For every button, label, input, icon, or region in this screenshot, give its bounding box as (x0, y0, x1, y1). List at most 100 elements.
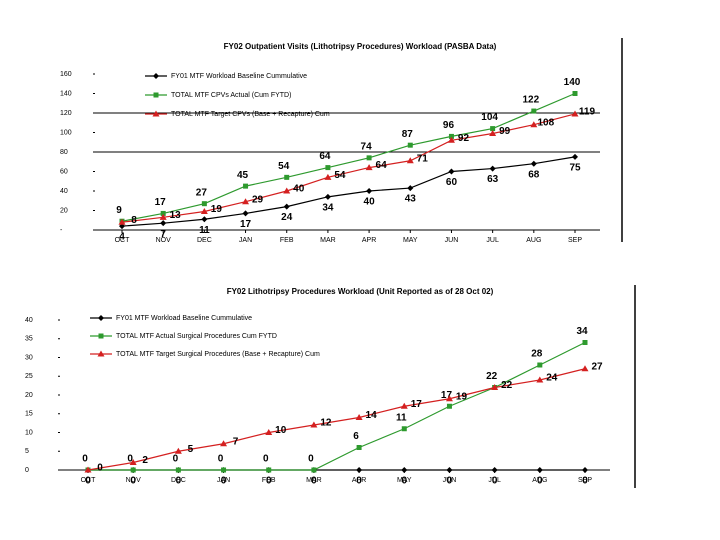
data-label: 22 (486, 371, 498, 382)
point (266, 467, 272, 473)
point (366, 155, 372, 161)
point (311, 467, 317, 473)
data-label: 0 (401, 476, 407, 487)
data-label: 4 (119, 232, 125, 243)
series-line (121, 156, 576, 227)
point (400, 402, 408, 409)
data-label: 0 (582, 476, 588, 487)
data-label: 99 (499, 126, 511, 137)
x-tick-label: MAY (397, 477, 412, 484)
data-label: 75 (569, 163, 581, 174)
point (97, 350, 105, 357)
data-label: 34 (576, 326, 588, 337)
point (571, 110, 579, 117)
data-label: 122 (522, 95, 539, 106)
point (98, 315, 104, 321)
data-label: 0 (263, 454, 269, 465)
x-tick-label: DEC (171, 477, 186, 484)
point (356, 445, 362, 450)
x-tick-label: MAY (403, 237, 418, 244)
data-label: 64 (376, 160, 388, 171)
data-label: 40 (293, 184, 305, 195)
point (401, 426, 407, 432)
point (489, 129, 497, 136)
y-tick-label: 20 (60, 207, 68, 214)
y-tick-label: 35 (25, 336, 33, 343)
point (201, 216, 208, 223)
data-label: 108 (537, 117, 554, 128)
data-label: 0 (266, 476, 272, 487)
data-label: 5 (188, 444, 194, 455)
point (445, 395, 453, 402)
point (175, 467, 181, 473)
data-label: 68 (528, 169, 540, 180)
data-label: 27 (591, 361, 603, 372)
point (118, 218, 126, 225)
point (265, 429, 273, 435)
point (153, 73, 159, 79)
data-label: 24 (546, 373, 558, 384)
point (407, 142, 413, 148)
point (448, 133, 454, 139)
data-label: 0 (356, 476, 362, 487)
data-label: 104 (481, 112, 498, 123)
y-tick-label: 15 (25, 411, 33, 418)
data-label: 7 (160, 229, 166, 240)
point (159, 213, 167, 220)
data-label: 0 (130, 476, 136, 487)
point (530, 160, 537, 167)
data-label: 0 (85, 476, 91, 487)
data-label: 19 (456, 391, 468, 402)
data-label: 0 (97, 463, 103, 474)
data-label: 140 (564, 77, 581, 88)
point (174, 447, 182, 454)
x-tick-label: DEC (197, 237, 212, 244)
data-label: 60 (446, 177, 458, 188)
x-tick-label: JUL (486, 237, 499, 244)
data-label: 43 (405, 194, 417, 205)
data-label: 0 (127, 454, 133, 465)
data-label: 74 (361, 141, 373, 152)
point (221, 467, 227, 473)
data-label: 17 (155, 197, 167, 208)
x-tick-label: MAR (320, 237, 336, 244)
point (284, 174, 290, 180)
data-label: 9 (116, 205, 122, 216)
data-label: 87 (402, 129, 414, 140)
data-label: 71 (417, 153, 429, 164)
x-tick-label: FEB (262, 477, 276, 484)
legend-label: FY01 MTF Workload Baseline Cummulative (116, 315, 252, 322)
point (283, 187, 291, 194)
chart-title: FY02 Outpatient Visits (Lithotripsy Proc… (224, 42, 497, 51)
point (283, 203, 290, 210)
point (84, 466, 92, 473)
data-label: 0 (447, 476, 453, 487)
data-label: 0 (311, 476, 317, 487)
data-label: 45 (237, 170, 249, 181)
y-tick-label: 100 (60, 129, 72, 136)
point (407, 185, 414, 192)
x-tick-label: OCT (81, 477, 97, 484)
y-tick-label: 0 (25, 467, 29, 474)
data-label: 22 (501, 380, 513, 391)
point (220, 440, 228, 447)
y-tick-label: 60 (60, 168, 68, 175)
x-tick-label: OCT (115, 237, 131, 244)
legend-label: TOTAL MTF CPVs Actual (Cum FYTD) (171, 92, 291, 99)
series-line (87, 368, 586, 471)
point (201, 201, 207, 207)
point (491, 384, 499, 390)
data-label: 17 (240, 219, 252, 230)
series-line (88, 341, 586, 471)
point (536, 467, 543, 473)
data-label: 11 (199, 225, 210, 236)
point (160, 220, 167, 227)
data-label: 29 (252, 194, 264, 205)
data-label: 34 (322, 202, 334, 213)
point (491, 467, 498, 473)
point (490, 126, 496, 132)
y-tick-label: 120 (60, 110, 72, 117)
x-tick-label: APR (352, 477, 366, 484)
data-label: 6 (353, 431, 359, 442)
data-label: 10 (275, 425, 287, 436)
